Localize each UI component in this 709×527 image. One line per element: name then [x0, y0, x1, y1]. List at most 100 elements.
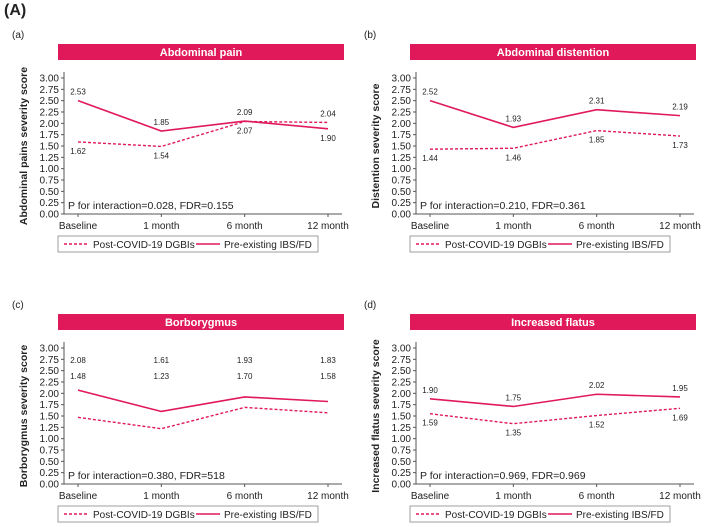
data-label: 1.54 — [154, 151, 170, 160]
legend-box — [57, 505, 319, 523]
legend-label-post-covid: Post-COVID-19 DGBIs — [445, 510, 547, 521]
p-value-annotation: P for interaction=0.380, FDR=518 — [68, 470, 225, 482]
title-bar — [410, 44, 696, 60]
legend-box — [409, 235, 671, 253]
chart-title: Abdominal pain — [160, 47, 243, 59]
y-axis-label: Borborygmus severity score — [18, 345, 30, 488]
y-axis-label: Abdominal pains severity score — [18, 67, 30, 225]
x-tick-label: Baseline — [411, 221, 450, 232]
y-tick-label: 0.25 — [40, 468, 60, 479]
data-label: 1.93 — [506, 114, 522, 123]
y-tick-label: 1.50 — [40, 412, 60, 423]
data-label: 2.02 — [589, 381, 605, 390]
p-value-annotation: P for interaction=0.969, FDR=0.969 — [420, 470, 586, 482]
y-tick-label: 2.75 — [40, 85, 60, 96]
y-tick-label: 2.00 — [392, 119, 412, 130]
data-label: 1.69 — [672, 413, 688, 422]
legend-label-post-covid: Post-COVID-19 DGBIs — [445, 240, 547, 251]
x-tick-label: 6 month — [227, 221, 263, 232]
chart-title: Abdominal distention — [497, 47, 610, 59]
chart-title: Borborygmus — [165, 317, 237, 329]
x-tick-label: Baseline — [59, 221, 98, 232]
y-tick-label: 2.25 — [40, 108, 60, 119]
y-tick-label: 2.00 — [392, 389, 412, 400]
data-label: 1.70 — [237, 372, 253, 381]
y-tick-label: 2.50 — [40, 366, 60, 377]
data-label: 1.62 — [70, 147, 86, 156]
y-tick-label: 2.50 — [392, 366, 412, 377]
y-tick-label: 1.25 — [40, 153, 60, 164]
y-tick-label: 2.00 — [40, 389, 60, 400]
y-tick-label: 2.25 — [392, 108, 412, 119]
data-label: 1.58 — [320, 372, 336, 381]
y-tick-label: 1.75 — [40, 130, 60, 141]
legend: Post-COVID-19 DGBIs Pre-existing IBS/FD — [57, 505, 319, 523]
data-label: 2.19 — [672, 103, 688, 112]
y-tick-label: 1.25 — [392, 423, 412, 434]
legend-label-pre-existing: Pre-existing IBS/FD — [576, 240, 664, 251]
legend-box — [409, 505, 671, 523]
y-tick-label: 0.00 — [392, 480, 412, 491]
chart-panel-3: (c)Borborygmus0.000.250.500.751.001.251.… — [12, 300, 349, 523]
legend: Post-COVID-19 DGBIs Pre-existing IBS/FD — [409, 505, 671, 523]
legend-label-pre-existing: Pre-existing IBS/FD — [224, 240, 312, 251]
chart-panel-1: (a) Abdominal pain 0.000.250.500.751.001.2… — [12, 30, 349, 253]
series-line-pre-existing — [429, 99, 681, 129]
legend-label-pre-existing: Pre-existing IBS/FD — [224, 510, 312, 521]
series-line-pre-existing — [77, 389, 329, 413]
y-tick-label: 1.00 — [40, 164, 60, 175]
data-label: 2.08 — [70, 356, 86, 365]
y-tick-label: 0.75 — [40, 176, 60, 187]
x-tick-label: 6 month — [579, 491, 615, 502]
y-tick-label: 0.75 — [40, 446, 60, 457]
y-tick-label: 2.00 — [40, 119, 60, 130]
panel-label: (b) — [364, 30, 376, 41]
data-label: 1.46 — [506, 153, 522, 162]
data-label: 1.90 — [320, 134, 336, 143]
x-tick-label: 12 month — [659, 221, 701, 232]
x-tick-label: 1 month — [495, 221, 531, 232]
x-tick-label: 1 month — [143, 491, 179, 502]
data-label: 1.44 — [422, 154, 438, 163]
data-label: 1.35 — [506, 429, 522, 438]
panel-label: (d) — [364, 300, 376, 311]
legend: Post-COVID-19 DGBIs Pre-existing IBS/FD — [409, 235, 671, 253]
data-label: 1.48 — [70, 372, 86, 381]
y-tick-label: 1.75 — [392, 400, 412, 411]
data-label: 1.85 — [154, 118, 170, 127]
x-tick-label: Baseline — [59, 491, 98, 502]
y-tick-label: 1.00 — [392, 164, 412, 175]
y-axis-label: Increased flatus severity score — [370, 339, 382, 493]
series-line-post-covid — [77, 120, 329, 148]
y-tick-label: 0.50 — [40, 187, 60, 198]
y-tick-label: 3.00 — [40, 344, 60, 355]
legend-box — [57, 235, 319, 253]
y-tick-label: 2.25 — [392, 378, 412, 389]
y-tick-label: 0.50 — [392, 457, 412, 468]
y-axis-label: Distention severity score — [370, 83, 382, 208]
data-label: 2.31 — [589, 97, 605, 106]
title-bar — [410, 314, 696, 330]
legend-label-pre-existing: Pre-existing IBS/FD — [576, 510, 664, 521]
x-tick-label: 6 month — [227, 491, 263, 502]
x-tick-label: Baseline — [411, 491, 450, 502]
data-label: 1.85 — [589, 136, 605, 145]
y-tick-label: 0.00 — [40, 210, 60, 221]
data-label: 1.95 — [672, 384, 688, 393]
data-label: 1.90 — [422, 386, 438, 395]
chart-title: Increased flatus — [511, 317, 595, 329]
y-tick-label: 2.25 — [40, 378, 60, 389]
y-tick-label: 0.00 — [40, 480, 60, 491]
panel-label: (c) — [12, 300, 24, 311]
y-tick-label: 0.50 — [392, 187, 412, 198]
chart-panel-2: (b)Abdominal distention0.000.250.500.751… — [364, 30, 701, 253]
y-tick-label: 2.75 — [392, 85, 412, 96]
x-tick-label: 6 month — [579, 221, 615, 232]
y-tick-label: 1.50 — [392, 412, 412, 423]
series-line-pre-existing — [429, 393, 681, 408]
y-tick-label: 0.75 — [392, 176, 412, 187]
p-value-annotation: P for interaction=0.028, FDR=0.155 — [68, 200, 234, 212]
p-value-annotation: P for interaction=0.210, FDR=0.361 — [420, 200, 586, 212]
series-line-post-covid — [429, 129, 681, 150]
